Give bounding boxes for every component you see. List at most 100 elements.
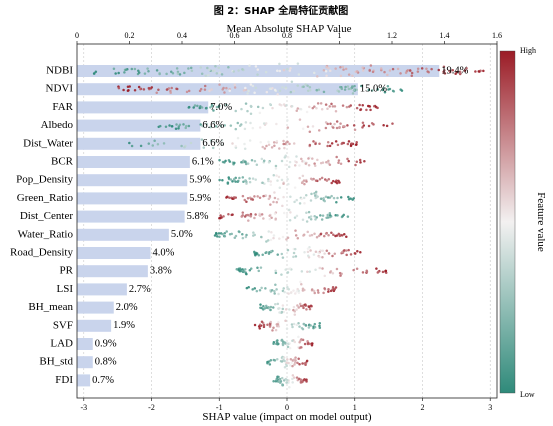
shap-point	[318, 326, 322, 329]
shap-point	[301, 362, 304, 365]
shap-point	[356, 250, 359, 253]
shap-point	[312, 140, 315, 143]
shap-point	[311, 125, 315, 128]
shap-point	[298, 302, 302, 306]
shap-point	[286, 177, 289, 181]
shap-point	[278, 311, 281, 314]
shap-point	[147, 70, 150, 73]
shap-point	[283, 365, 287, 369]
shap-point	[285, 213, 289, 217]
shap-point	[322, 197, 325, 200]
shap-point	[253, 233, 256, 237]
shap-point	[341, 65, 345, 69]
shap-point	[375, 267, 378, 270]
shap-point	[369, 64, 373, 67]
shap-point	[281, 289, 285, 293]
shap-point	[325, 249, 329, 252]
shap-point	[265, 251, 268, 254]
figure-title: 图 2：SHAP 全局特征贡献图	[214, 4, 349, 17]
shap-point	[171, 71, 175, 75]
shap-point	[339, 162, 343, 165]
shap-point	[265, 144, 268, 148]
shap-point	[268, 363, 272, 366]
shap-point	[286, 358, 289, 361]
shap-point	[365, 269, 368, 273]
shap-point	[280, 376, 284, 380]
shap-point	[258, 196, 262, 199]
shap-point	[310, 192, 313, 196]
shap-point	[355, 140, 358, 144]
shap-point	[289, 195, 292, 198]
percentage-label: 1.9%	[113, 320, 135, 331]
shap-point	[307, 157, 310, 160]
feature-label: SVF	[53, 319, 73, 331]
shap-point	[302, 85, 305, 89]
bottom-tick-label: 3	[488, 403, 492, 412]
shap-point	[289, 67, 292, 70]
shap-point	[288, 142, 291, 146]
shap-point	[285, 141, 288, 144]
percentage-label: 0.9%	[95, 338, 117, 349]
shap-point	[320, 218, 324, 221]
shap-point	[245, 286, 249, 290]
shap-point	[220, 216, 223, 219]
shap-point	[268, 217, 272, 221]
shap-point	[331, 105, 335, 108]
shap-point	[343, 232, 346, 236]
shap-point	[241, 176, 245, 179]
shap-point	[249, 83, 253, 86]
shap-point	[303, 201, 306, 205]
shap-point	[337, 90, 341, 93]
shap-point	[334, 286, 338, 289]
shap-point	[391, 89, 395, 93]
shap-point	[325, 65, 328, 69]
shap-point	[323, 287, 326, 290]
shap-point	[284, 154, 287, 157]
shap-point	[339, 65, 342, 69]
shap-point	[122, 88, 125, 92]
shap-point	[267, 230, 270, 233]
shap-point	[278, 147, 281, 150]
shap-point	[332, 233, 335, 237]
shap-point	[276, 197, 280, 201]
shap-point	[306, 84, 309, 87]
shap-point	[298, 325, 301, 328]
shap-point	[337, 161, 340, 165]
percentage-labels: 19.4% 15.0% 7.0% 6.6% 6.6% 6.1% 5.9% 5.9% 5.8% 5.…	[92, 65, 469, 385]
shap-point	[225, 103, 228, 107]
shap-point	[387, 88, 390, 91]
shap-point	[391, 122, 394, 125]
shap-point	[326, 122, 329, 126]
shap-point	[293, 310, 296, 313]
mean-abs-bar	[77, 283, 127, 296]
shap-point	[308, 88, 312, 92]
shap-point	[281, 384, 284, 387]
percentage-label: 6.6%	[202, 138, 224, 149]
shap-point	[313, 325, 317, 329]
shap-point	[275, 288, 278, 291]
shap-point	[228, 160, 232, 163]
shap-point	[347, 140, 351, 143]
shap-point	[314, 218, 317, 221]
shap-point	[247, 89, 250, 93]
shap-point	[247, 286, 250, 289]
shap-point	[373, 105, 376, 108]
shap-point	[305, 378, 308, 381]
shap-point	[248, 180, 252, 184]
shap-point	[296, 62, 300, 65]
shap-point	[241, 194, 245, 198]
shap-point	[314, 190, 318, 194]
shap-point	[317, 234, 321, 238]
shap-point	[281, 204, 284, 208]
shap-point	[292, 142, 296, 145]
shap-point	[277, 321, 280, 324]
shap-point	[339, 274, 342, 277]
shap-point	[128, 141, 131, 145]
shap-point	[266, 323, 269, 326]
shap-point	[269, 183, 273, 186]
shap-point	[241, 236, 245, 240]
shap-point	[332, 196, 336, 200]
shap-point	[203, 88, 207, 91]
shap-point	[283, 146, 286, 150]
shap-point	[256, 266, 259, 269]
